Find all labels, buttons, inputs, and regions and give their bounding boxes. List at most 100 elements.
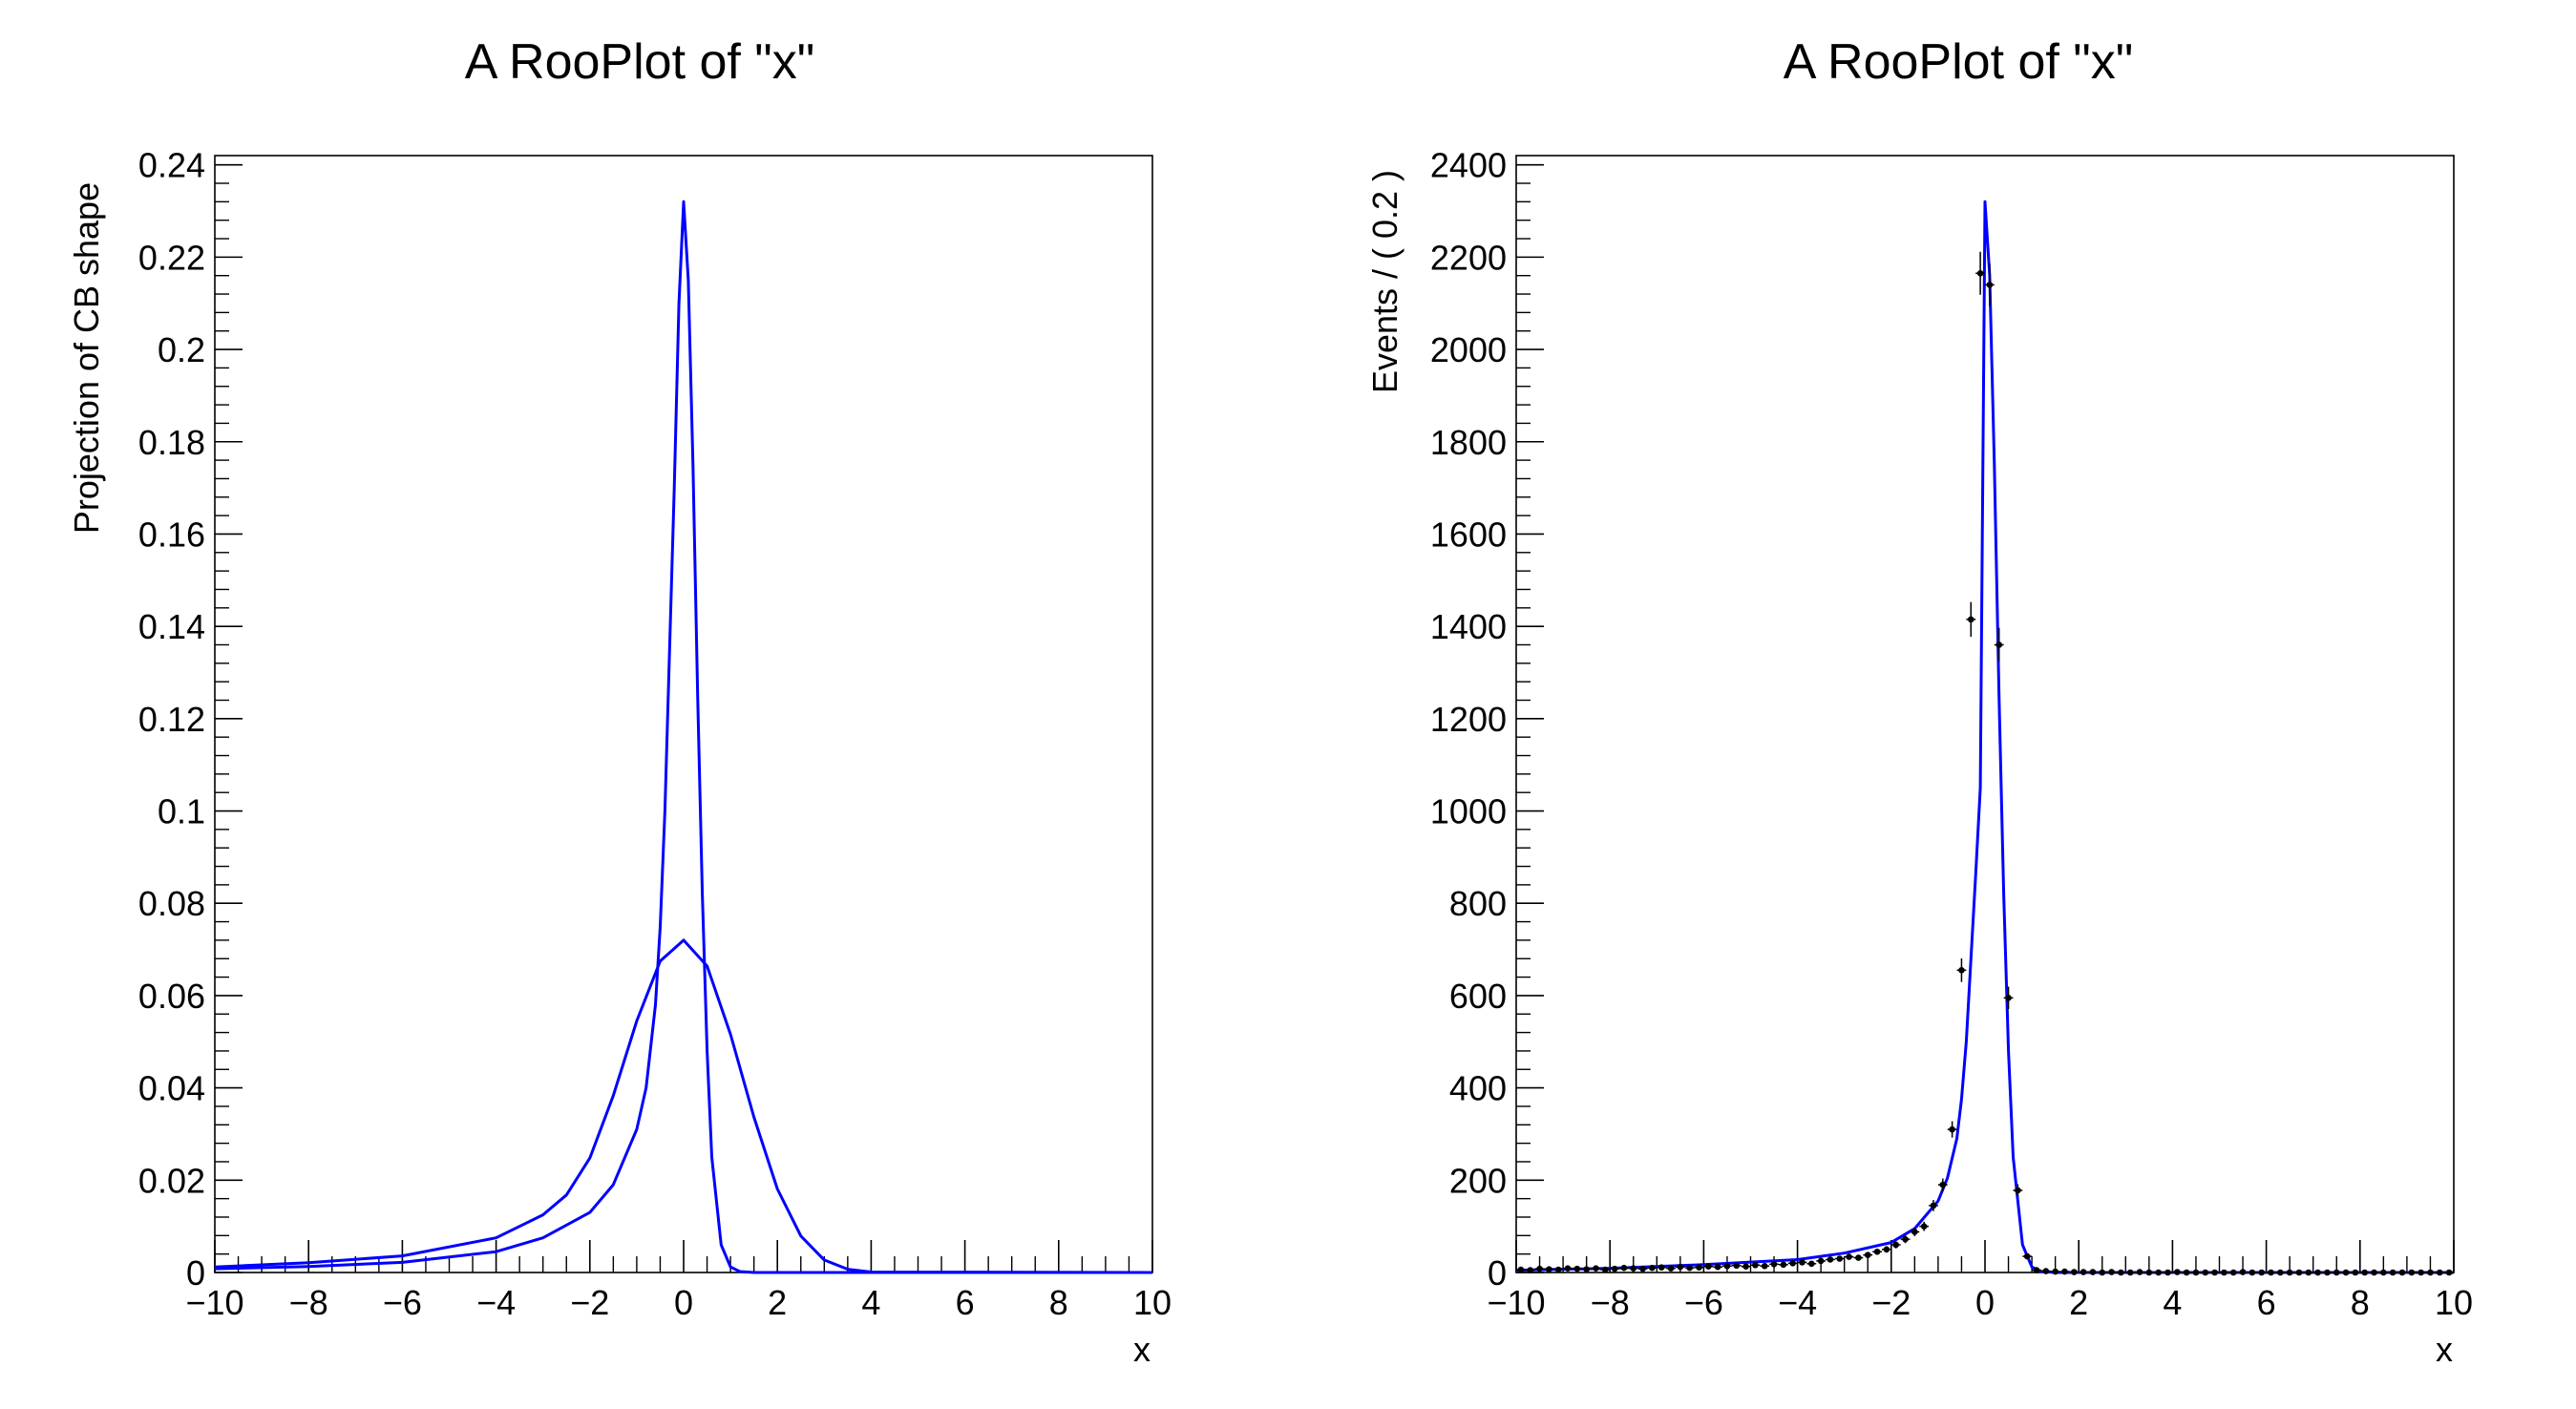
data-point xyxy=(2163,1269,2173,1276)
data-point xyxy=(1826,1256,1835,1263)
y-tick-label: 2400 xyxy=(1430,146,1507,185)
data-point xyxy=(1553,1266,1564,1273)
x-tick-label: 4 xyxy=(861,1283,880,1322)
right-x-axis-label: x xyxy=(2436,1330,2453,1369)
x-tick-label: −4 xyxy=(1778,1283,1817,1322)
x-tick-label: −6 xyxy=(383,1283,422,1322)
left-x-axis-label: x xyxy=(1133,1330,1151,1369)
x-tick-label: −10 xyxy=(185,1283,243,1322)
data-point xyxy=(1722,1262,1732,1270)
data-point xyxy=(1684,1264,1695,1272)
data-point xyxy=(2238,1269,2248,1275)
data-point xyxy=(1797,1259,1807,1266)
data-point xyxy=(2172,1269,2183,1275)
data-point xyxy=(2228,1269,2239,1276)
data-point xyxy=(1619,1264,1629,1272)
data-point xyxy=(2369,1269,2379,1276)
y-tick-label: 1600 xyxy=(1430,515,1507,554)
data-point xyxy=(1947,1121,1957,1138)
y-tick-label: 0.12 xyxy=(138,700,205,739)
data-point xyxy=(1919,1221,1930,1231)
data-point xyxy=(2182,1269,2192,1276)
data-point xyxy=(2444,1269,2454,1276)
y-tick-label: 1400 xyxy=(1430,607,1507,646)
y-tick-label: 0.18 xyxy=(138,423,205,462)
data-point xyxy=(2275,1269,2286,1276)
y-tick-label: 1200 xyxy=(1430,700,1507,739)
data-point xyxy=(1778,1261,1788,1269)
data-point xyxy=(1966,601,1976,638)
right-data-points xyxy=(1516,251,2454,1276)
right-x-ticks: −10 −8 −6 −4 −2 0 2 4 6 8 10 xyxy=(1487,1240,2473,1322)
data-point xyxy=(2079,1269,2089,1275)
data-point xyxy=(1525,1267,1535,1273)
y-tick-label: 0.04 xyxy=(138,1069,205,1108)
data-point xyxy=(2416,1269,2426,1276)
right-chart-title: A RooPlot of "x" xyxy=(1784,34,2133,90)
data-point xyxy=(2097,1269,2107,1276)
data-point xyxy=(1657,1264,1667,1271)
data-point xyxy=(1563,1265,1573,1272)
x-tick-label: −6 xyxy=(1684,1283,1723,1322)
y-tick-label: 0.24 xyxy=(138,146,205,185)
data-point xyxy=(1975,251,1985,295)
x-tick-label: −8 xyxy=(289,1283,328,1322)
y-tick-label: 0.16 xyxy=(138,515,205,554)
left-plot-frame xyxy=(214,155,1153,1273)
data-point xyxy=(1910,1227,1920,1236)
data-point xyxy=(1600,1266,1611,1273)
data-point xyxy=(2106,1269,2117,1275)
series-line-1 xyxy=(214,200,1152,1274)
data-point xyxy=(2359,1269,2370,1276)
data-point xyxy=(2191,1269,2201,1276)
y-tick-label: 0.2 xyxy=(158,330,205,369)
data-point xyxy=(1834,1255,1845,1262)
data-point xyxy=(1863,1251,1873,1258)
data-point xyxy=(2209,1269,2220,1276)
data-point xyxy=(1703,1263,1714,1271)
data-point xyxy=(2435,1269,2445,1276)
y-tick-label: 0.22 xyxy=(138,238,205,277)
data-point xyxy=(2116,1269,2126,1276)
x-tick-label: 0 xyxy=(674,1283,693,1322)
left-x-ticks: −10 −8 −6 −4 −2 0 2 4 6 8 10 xyxy=(185,1240,1172,1322)
data-point xyxy=(2153,1269,2164,1276)
left-chart-title: A RooPlot of "x" xyxy=(465,34,814,90)
right-fit-curve xyxy=(1515,200,2454,1274)
data-point xyxy=(1741,1263,1751,1271)
x-tick-label: −2 xyxy=(570,1283,609,1322)
data-point xyxy=(2143,1269,2154,1276)
data-point xyxy=(1675,1263,1685,1271)
data-point xyxy=(2040,1268,2051,1274)
right-chart-panel: A RooPlot of "x" 0 200 400 600 800 1000 1200 14… xyxy=(1365,34,2473,1369)
data-point xyxy=(1872,1248,1882,1255)
data-point xyxy=(1881,1246,1891,1253)
series-line-2 xyxy=(214,938,1153,1274)
data-point xyxy=(1628,1265,1638,1272)
data-point xyxy=(2247,1269,2257,1276)
y-tick-label: 0.02 xyxy=(138,1161,205,1200)
data-point xyxy=(1956,957,1967,982)
y-tick-label: 200 xyxy=(1449,1161,1507,1200)
x-tick-label: 10 xyxy=(1133,1283,1172,1322)
data-point xyxy=(1713,1263,1723,1271)
x-tick-label: 4 xyxy=(2163,1283,2182,1322)
data-point xyxy=(2125,1269,2136,1276)
y-tick-label: 1000 xyxy=(1430,792,1507,831)
x-tick-label: 0 xyxy=(1975,1283,1995,1322)
data-point xyxy=(1610,1265,1620,1272)
y-tick-label: 1800 xyxy=(1430,423,1507,462)
data-point xyxy=(1591,1265,1601,1272)
data-point xyxy=(2266,1269,2276,1276)
y-tick-label: 0.1 xyxy=(158,792,205,831)
x-tick-label: −10 xyxy=(1487,1283,1545,1322)
left-y-ticks: 0 0.02 0.04 0.06 0.08 0.1 0.12 0.14 0.16 0.18 0.2 0… xyxy=(138,146,243,1293)
data-point xyxy=(2059,1268,2070,1275)
data-point xyxy=(1816,1257,1826,1265)
data-point xyxy=(2425,1269,2436,1276)
data-point xyxy=(2388,1269,2398,1276)
data-point xyxy=(1731,1262,1742,1270)
data-point xyxy=(2312,1269,2323,1276)
data-point xyxy=(2219,1269,2229,1276)
